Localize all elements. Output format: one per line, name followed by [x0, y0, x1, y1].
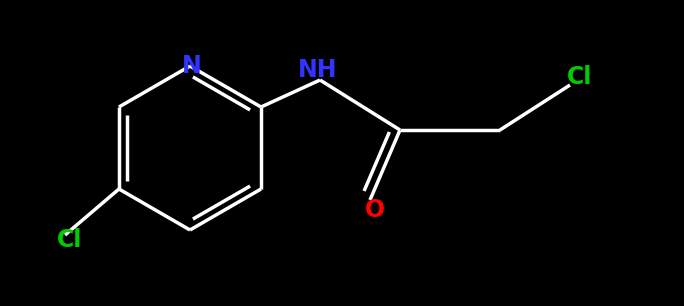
Text: N: N [182, 54, 202, 78]
Text: Cl: Cl [57, 228, 83, 252]
Text: Cl: Cl [567, 65, 593, 89]
Text: O: O [365, 198, 385, 222]
Text: NH: NH [298, 58, 338, 82]
